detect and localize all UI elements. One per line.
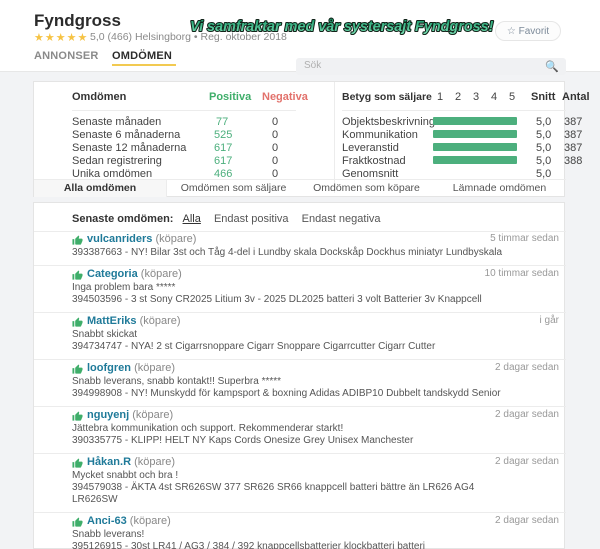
svg-text:Vi samfraktar med vår systersa: Vi samfraktar med vår systersajt Fyndgro… xyxy=(190,19,494,35)
